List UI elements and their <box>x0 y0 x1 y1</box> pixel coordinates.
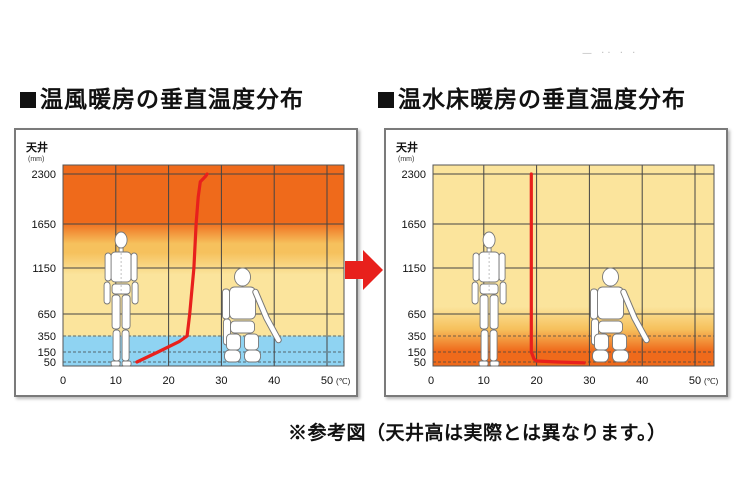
y-tick-label: 650 <box>38 309 56 321</box>
x-tick-label: 40 <box>268 375 280 387</box>
y-tick-label: 1650 <box>402 219 426 231</box>
person-part <box>121 360 132 367</box>
decorative-marks: — ·· · · <box>582 48 639 59</box>
plot-border <box>62 164 345 367</box>
band-blend <box>433 306 714 329</box>
person-part <box>244 349 261 363</box>
standing-person-icon <box>103 231 139 367</box>
sitting-person-icon <box>222 267 282 363</box>
bullet-square-icon <box>378 92 394 108</box>
band-blend <box>63 221 344 244</box>
x-tick-label: 40 <box>636 375 648 387</box>
y-axis-label-ceiling: 天井 <box>26 140 48 154</box>
x-tick-label: 50 <box>321 375 333 387</box>
person-part <box>480 329 489 362</box>
person-part <box>110 360 121 367</box>
person-part <box>472 252 480 282</box>
x-tick-label: 20 <box>162 375 174 387</box>
person-part <box>486 247 492 253</box>
person-part <box>111 294 121 330</box>
person-part <box>224 349 241 363</box>
person-part <box>592 349 609 363</box>
y-tick-label: 150 <box>38 347 56 359</box>
person-part <box>112 329 121 362</box>
person-part <box>499 281 507 305</box>
person-part <box>482 231 496 249</box>
y-unit-label: (mm) <box>28 156 44 163</box>
person-part <box>104 252 112 282</box>
chart-title-left-text: 温風暖房の垂直温度分布 <box>40 87 304 113</box>
person-part <box>598 320 623 334</box>
temperature-curve <box>135 172 209 364</box>
chart-frame-left: 50 150 350 650 1150 1650 2300 0 10 20 30 40 50 (℃) 天井(… <box>14 128 358 397</box>
chart-frame-right: 50 150 350 650 1150 1650 2300 0 10 20 30 40 50 (℃) 天井(… <box>384 128 728 397</box>
x-tick-label: 20 <box>530 375 542 387</box>
person-part <box>229 286 256 320</box>
y-tick-label: 50 <box>44 357 56 369</box>
x-tick-label: 0 <box>428 375 434 387</box>
temperature-curve <box>529 172 586 365</box>
person-part <box>597 286 624 320</box>
person-part <box>130 252 138 282</box>
person-part <box>602 267 619 287</box>
person-part <box>234 267 251 287</box>
y-tick-label: 2300 <box>402 169 426 181</box>
y-tick-label: 2300 <box>32 169 56 181</box>
y-tick-label: 650 <box>408 309 426 321</box>
person-part <box>498 252 506 282</box>
x-tick-label: 0 <box>60 375 66 387</box>
standing-person-icon <box>471 231 507 367</box>
y-tick-label: 1150 <box>402 263 426 275</box>
person-part <box>244 333 259 351</box>
bullet-square-icon <box>20 92 36 108</box>
person-part <box>471 281 479 305</box>
person-part <box>118 247 124 253</box>
x-tick-label: 30 <box>215 375 227 387</box>
y-unit-label: (mm) <box>398 156 414 163</box>
person-part <box>114 231 128 249</box>
chart-title-right: 温水床暖房の垂直温度分布 <box>378 80 686 114</box>
person-part <box>489 360 500 367</box>
person-part <box>489 329 498 362</box>
y-tick-label: 1650 <box>32 219 56 231</box>
y-tick-label: 150 <box>408 347 426 359</box>
person-part <box>230 320 255 334</box>
band-blend <box>433 329 714 351</box>
person-part <box>612 349 629 363</box>
person-part <box>621 289 649 343</box>
x-tick-label: 10 <box>478 375 490 387</box>
y-axis-label-ceiling: 天井 <box>396 140 418 154</box>
person-part <box>226 333 241 351</box>
person-part <box>612 333 627 351</box>
x-unit-label: (℃) <box>336 377 351 386</box>
chart-title-right-text: 温水床暖房の垂直温度分布 <box>398 87 686 113</box>
footnote: ※参考図（天井高は実際とは異なります。） <box>288 422 667 444</box>
right-arrow-icon <box>345 250 383 290</box>
plot-border <box>432 164 715 367</box>
person-part <box>222 288 230 320</box>
person-part <box>479 294 489 330</box>
x-unit-label: (℃) <box>704 377 719 386</box>
person-part <box>253 289 281 343</box>
person-part <box>478 360 489 367</box>
y-tick-label: 50 <box>414 357 426 369</box>
person-part <box>121 294 131 330</box>
y-tick-label: 1150 <box>32 263 56 275</box>
chart-title-left: 温風暖房の垂直温度分布 <box>20 80 304 114</box>
person-part <box>131 281 139 305</box>
x-tick-label: 50 <box>689 375 701 387</box>
y-tick-label: 350 <box>408 331 426 343</box>
temperature-band <box>63 336 344 366</box>
person-part <box>590 288 598 320</box>
y-tick-label: 350 <box>38 331 56 343</box>
person-part <box>594 333 609 351</box>
x-tick-label: 30 <box>583 375 595 387</box>
person-part <box>103 281 111 305</box>
x-tick-label: 10 <box>110 375 122 387</box>
person-part <box>121 329 130 362</box>
sitting-person-icon <box>590 267 650 363</box>
person-part <box>489 294 499 330</box>
